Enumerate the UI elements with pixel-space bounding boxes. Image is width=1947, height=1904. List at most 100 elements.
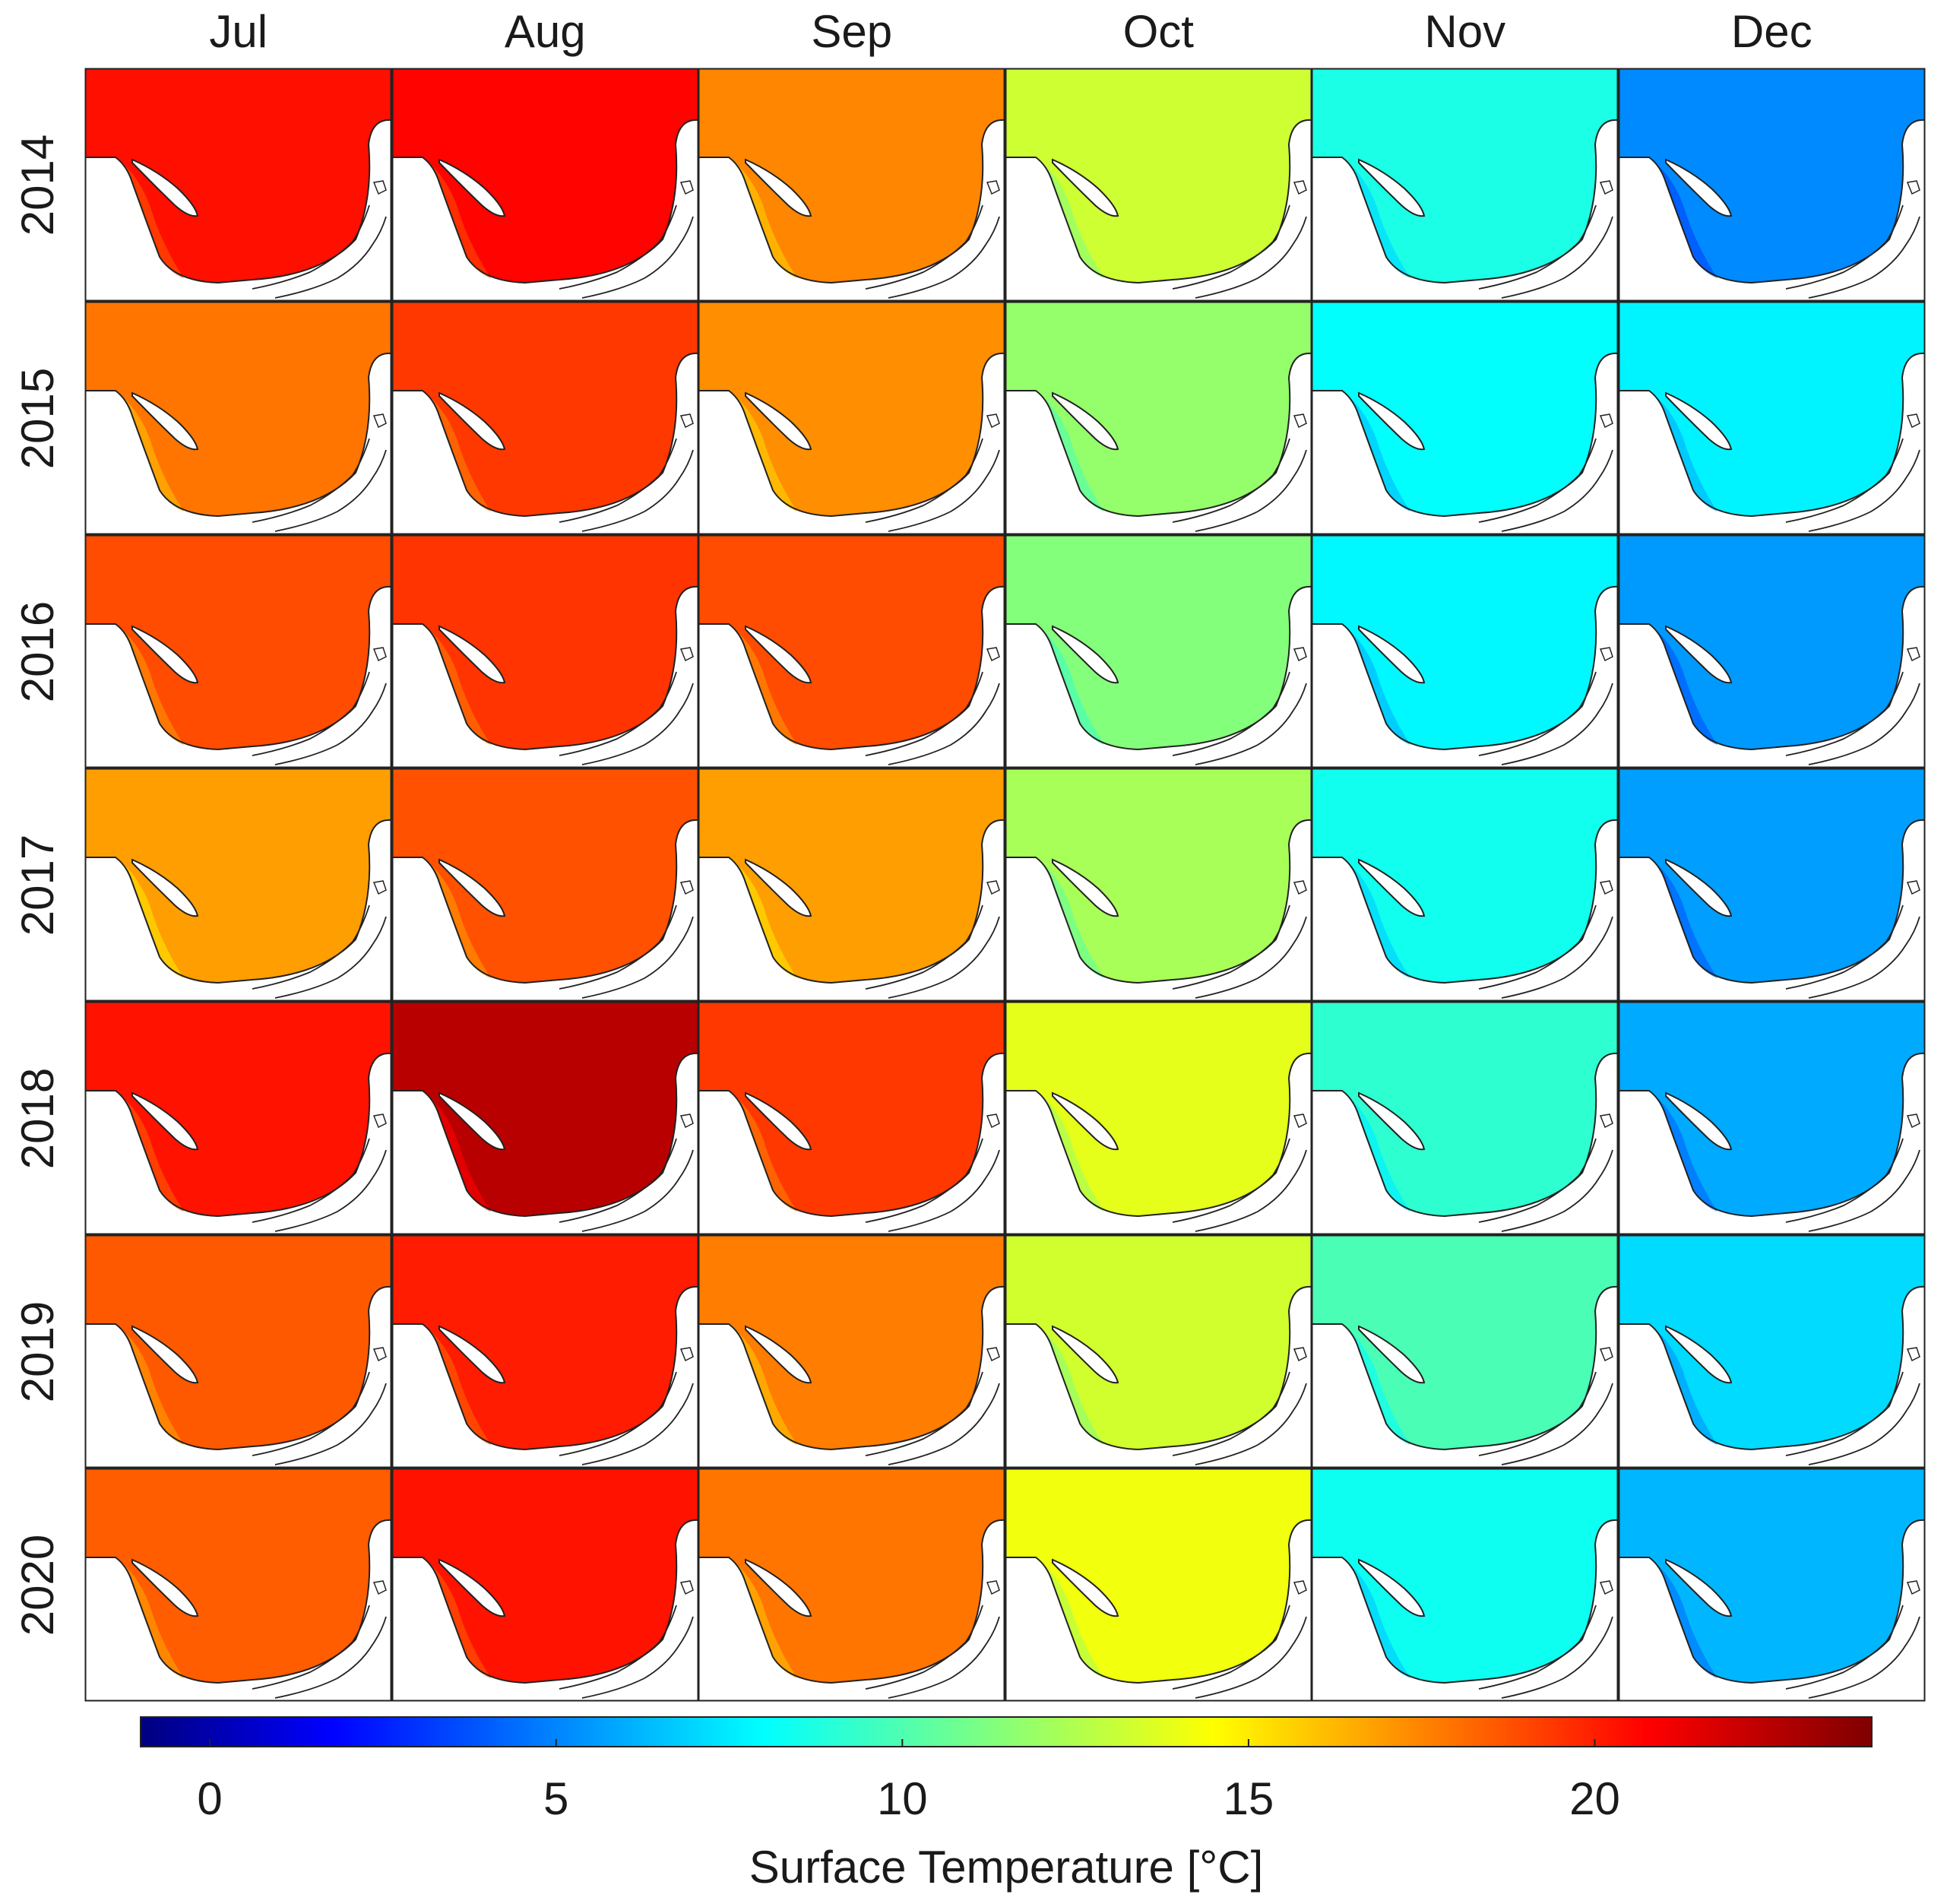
island-outline <box>1293 180 1307 195</box>
panel-frame <box>1618 1001 1926 1235</box>
spit-landmass <box>1358 158 1426 217</box>
coastline <box>698 352 1005 518</box>
spit-landmass <box>438 1325 506 1384</box>
sea-surface <box>1619 768 1925 983</box>
coastline <box>392 585 698 751</box>
sea-surface <box>698 1002 1005 1216</box>
coastline <box>85 819 391 984</box>
river-outline <box>1172 904 1307 999</box>
map-panel-oct-2015 <box>1005 301 1312 535</box>
spit-landmass <box>1052 391 1119 451</box>
spit-landmass <box>745 858 812 917</box>
island-outline <box>1293 1580 1307 1595</box>
island-outline <box>372 1114 387 1129</box>
map-panel-aug-2016 <box>391 534 699 768</box>
map-panel-jul-2019 <box>84 1234 392 1468</box>
coastal-shade <box>729 857 797 978</box>
spit-landmass <box>1052 158 1119 217</box>
map-panel-jul-2020 <box>84 1468 392 1702</box>
coastline <box>392 119 698 284</box>
sea-surface <box>1005 68 1312 283</box>
map-panel-dec-2017 <box>1618 768 1926 1002</box>
sea-surface <box>1619 1235 1925 1449</box>
map-panel-nov-2018 <box>1311 1001 1619 1235</box>
map-panel-aug-2014 <box>391 68 699 302</box>
map-panel-nov-2017 <box>1311 768 1619 1002</box>
island-outline <box>1293 1347 1307 1362</box>
sea-surface <box>1312 768 1618 983</box>
panel-frame <box>1311 534 1619 768</box>
colorbar-ticks: 0 5 10 15 20 <box>197 1739 1620 1824</box>
map-panel-sep-2016 <box>698 534 1005 768</box>
coastline <box>1005 119 1312 284</box>
panel-frame <box>84 301 392 535</box>
river-outline <box>1785 1138 1920 1232</box>
sea-surface <box>392 302 698 516</box>
coastal-shade <box>1649 391 1717 512</box>
sea-surface <box>1312 68 1618 283</box>
coastal-shade <box>1036 624 1104 745</box>
coastline <box>392 352 698 518</box>
map-panel-dec-2016 <box>1618 534 1926 768</box>
panel-frame <box>1618 768 1926 1002</box>
river-outline <box>1478 671 1613 765</box>
sea-surface <box>698 68 1005 283</box>
panel-frame <box>1311 1468 1619 1702</box>
panel-frame <box>1618 1468 1926 1702</box>
sea-surface <box>1619 1002 1925 1216</box>
coastal-shade <box>423 391 491 512</box>
coastal-shade <box>729 157 797 278</box>
sea-surface <box>1005 768 1312 983</box>
map-panel-sep-2020 <box>698 1468 1005 1702</box>
sea-surface <box>85 535 391 749</box>
coastal-shade <box>1036 157 1104 278</box>
sea-surface <box>1005 1002 1312 1216</box>
island-outline <box>679 647 694 662</box>
spit-landmass <box>1665 391 1733 451</box>
panel-frame <box>1311 1001 1619 1235</box>
coastline <box>1619 352 1925 518</box>
sea-surface <box>392 535 698 749</box>
coastline <box>392 1519 698 1684</box>
island-outline <box>1906 413 1920 429</box>
coastline <box>1312 1519 1618 1684</box>
coastal-shade <box>1036 391 1104 512</box>
panel-frame <box>84 1234 392 1468</box>
colorbar-tick-label: 20 <box>1569 1773 1620 1824</box>
coastal-shade <box>423 857 491 978</box>
coastal-shade <box>1342 857 1410 978</box>
sea-surface <box>85 302 391 516</box>
island-outline <box>1906 1114 1920 1129</box>
island-outline <box>1293 880 1307 895</box>
sea-surface <box>392 1468 698 1683</box>
map-panel-sep-2014 <box>698 68 1005 302</box>
coastline <box>1312 352 1618 518</box>
row-label-2017: 2017 <box>12 835 63 936</box>
coastline <box>1005 1052 1312 1218</box>
river-outline <box>1172 1605 1307 1699</box>
coastline <box>1312 1285 1618 1451</box>
coastline <box>698 1519 1005 1684</box>
coastal-shade <box>423 1557 491 1678</box>
coastline <box>85 119 391 284</box>
coastline <box>1312 585 1618 751</box>
sea-surface <box>698 1468 1005 1683</box>
coastal-shade <box>1342 1324 1410 1445</box>
coastline <box>85 1519 391 1684</box>
map-panel-aug-2015 <box>391 301 699 535</box>
panel-frame <box>698 1001 1005 1235</box>
sea-surface <box>1312 535 1618 749</box>
coastline <box>85 1052 391 1218</box>
river-outline <box>252 1605 387 1699</box>
island-outline <box>372 1580 387 1595</box>
river-outline <box>1172 1138 1307 1232</box>
coastal-shade <box>1036 1557 1104 1678</box>
island-outline <box>1906 647 1920 662</box>
column-labels: Jul Aug Sep Oct Nov Dec <box>209 6 1812 57</box>
coastline <box>698 819 1005 984</box>
sea-surface <box>85 1235 391 1449</box>
coastal-shade <box>423 1324 491 1445</box>
row-label-2020: 2020 <box>12 1535 63 1636</box>
coastline <box>392 1052 698 1218</box>
